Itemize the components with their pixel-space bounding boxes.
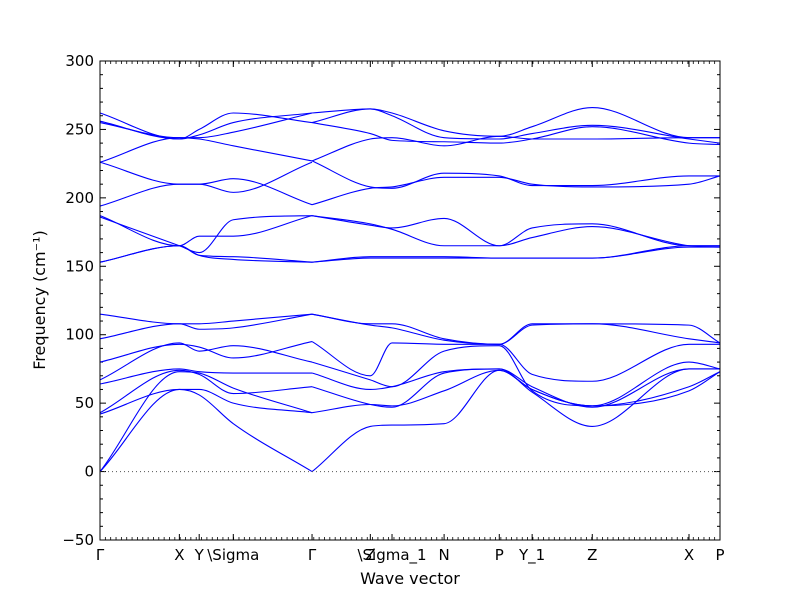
x-tick-label: \Sigma [207, 546, 259, 564]
phonon-branch [99, 369, 313, 414]
phonon-branch [311, 345, 721, 407]
phonon-branch [99, 368, 313, 385]
phonon-branch [99, 215, 313, 247]
phonon-branch [311, 369, 721, 473]
x-tick-label: X [174, 546, 184, 564]
phonon-branch [311, 122, 721, 146]
phonon-branch [99, 245, 313, 263]
y-tick-label: 0 [84, 463, 94, 481]
y-tick-label: 250 [65, 120, 94, 138]
y-tick-label: −50 [62, 531, 94, 549]
y-tick-label: 300 [65, 52, 94, 70]
y-axis-label: Frequency (cm⁻¹) [30, 230, 49, 369]
x-tick-label: P [495, 546, 504, 564]
phonon-branches [99, 106, 721, 473]
phonon-branch [99, 112, 313, 140]
y-tick-label: 50 [75, 394, 94, 412]
phonon-branch [99, 137, 313, 163]
phonon-branch [311, 341, 720, 382]
y-tick-label: 150 [65, 257, 94, 275]
x-tick-label: X [684, 546, 694, 564]
x-tick-label: N [438, 546, 449, 564]
phonon-branch [311, 108, 721, 144]
phonon-branch [312, 106, 720, 139]
x-tick-label: \Sigma_1 [357, 546, 426, 565]
x-tick-label: Γ [96, 546, 105, 564]
phonon-branch [311, 313, 721, 345]
phonon-branch [99, 388, 313, 415]
phonon-branch [311, 160, 721, 189]
phonon-branch [311, 313, 721, 345]
phonon-branch [99, 215, 313, 254]
phonon-branch [311, 245, 720, 263]
phonon-branch [311, 175, 721, 206]
x-tick-label: Γ [308, 546, 317, 564]
phonon-branch [311, 215, 721, 248]
phonon-branch [99, 342, 313, 381]
y-tick-label: 200 [65, 189, 94, 207]
phonon-branch [311, 215, 720, 247]
phonon-branch [99, 313, 313, 340]
y-axis-ticks: −50 0 50 100 150 200 250 300 [62, 52, 720, 549]
x-tick-label: Z [365, 546, 375, 564]
phonon-branch [311, 368, 720, 427]
x-tick-label: Y [194, 546, 205, 564]
x-axis-label: Wave vector [360, 569, 460, 588]
phonon-branch [99, 161, 313, 207]
phonon-branch [311, 135, 720, 162]
phonon-branch [99, 313, 313, 325]
x-tick-label: Z [587, 546, 597, 564]
phonon-branch [99, 112, 313, 139]
plot-frame [99, 60, 721, 541]
y-tick-label: 100 [65, 326, 94, 344]
phonon-branch [99, 341, 313, 363]
phonon-branch [99, 161, 313, 206]
phonon-branch [312, 246, 720, 263]
x-tick-labels: Γ X Y \Sigma Γ Z\Sigma_1 N P Y_1 Z X P [96, 546, 725, 565]
x-tick-label: Y_1 [518, 546, 545, 565]
phonon-branch [99, 112, 313, 140]
phonon-branch [99, 371, 313, 472]
x-tick-label: P [715, 546, 724, 564]
phonon-branch [99, 388, 313, 473]
